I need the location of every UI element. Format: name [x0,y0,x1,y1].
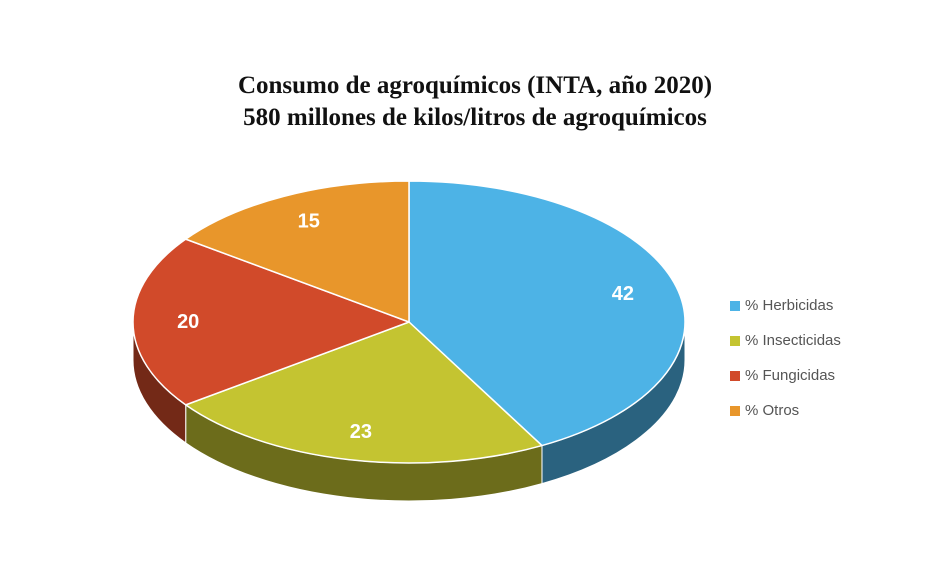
pie-slice-insecticidas [184,321,543,464]
legend-item-otros: % Otros [730,393,841,428]
legend-label-otros: % Otros [745,402,800,419]
pie-slice-herbicidas [408,180,686,447]
legend-label-fungicidas: % Fungicidas [745,367,836,384]
legend-swatch-otros [730,405,740,416]
pie-slice-otros [184,180,410,323]
data-label-fungicidas: 20 [177,311,199,333]
chart-title: Consumo de agroquímicos (INTA, año 2020) [237,72,713,99]
data-label-otros: 15 [298,210,320,232]
chart-subtitle: 580 millones de kilos/litros de agroquím… [243,104,707,131]
data-label-herbicidas: 42 [612,283,634,305]
chart-title-block: Consumo de agroquímicos (INTA, año 2020)… [0,70,950,134]
pie-slice-fungicidas [132,238,410,406]
legend-swatch-herbicidas [730,300,740,311]
data-label-insecticidas: 23 [350,421,372,443]
legend-swatch-fungicidas [730,370,740,381]
legend: % Herbicidas % Insecticidas % Fungicidas… [730,288,841,428]
legend-item-fungicidas: % Fungicidas [730,358,841,393]
legend-item-herbicidas: % Herbicidas [730,288,841,323]
legend-item-insecticidas: % Insecticidas [730,323,841,358]
legend-label-insecticidas: % Insecticidas [745,332,841,349]
legend-label-herbicidas: % Herbicidas [745,297,834,314]
legend-swatch-insecticidas [730,335,740,346]
